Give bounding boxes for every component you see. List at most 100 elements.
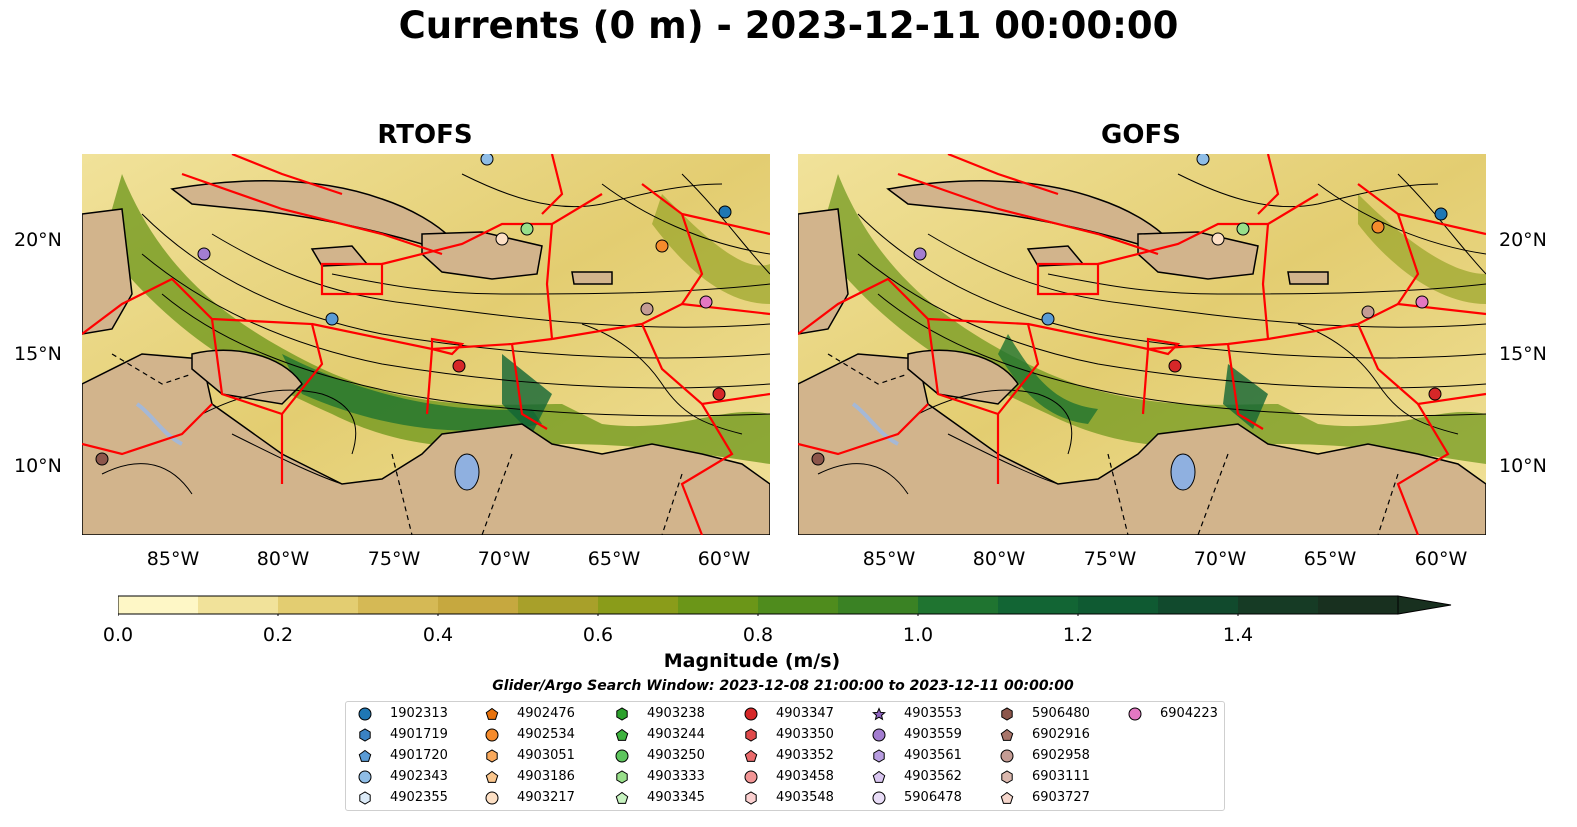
colorbar-cell bbox=[598, 596, 679, 614]
colorbar-cell bbox=[1158, 596, 1239, 614]
legend-label: 4903350 bbox=[776, 727, 834, 742]
hexagon-marker-icon bbox=[1001, 707, 1013, 721]
colorbar-cells bbox=[118, 596, 1399, 614]
current-core bbox=[282, 354, 542, 431]
legend-label: 4902534 bbox=[517, 727, 575, 742]
colorbar-tick-label: 1.0 bbox=[902, 624, 934, 646]
eez-boundaries bbox=[82, 154, 770, 535]
hexagon-marker-icon bbox=[1001, 770, 1013, 784]
marker-4902343 bbox=[1196, 154, 1210, 166]
legend-label: 4901720 bbox=[390, 748, 448, 763]
lat-label-20n-right: 20°N bbox=[1499, 229, 1547, 251]
pentagon-marker-icon bbox=[615, 791, 629, 804]
pentagon-marker-icon bbox=[744, 749, 758, 762]
streamlines bbox=[101, 173, 770, 495]
hexagon-marker-icon bbox=[745, 728, 757, 742]
circle-marker-icon bbox=[358, 707, 372, 721]
hexagon-marker-icon bbox=[745, 791, 757, 805]
legend-label: 4903250 bbox=[647, 748, 705, 763]
current-north bbox=[1358, 194, 1486, 304]
lake-maracaibo bbox=[454, 453, 480, 491]
panel-title-gofs: GOFS bbox=[1101, 120, 1181, 150]
legend-label: 4903562 bbox=[904, 769, 962, 784]
pentagon-marker-icon bbox=[1000, 728, 1014, 741]
colorbar-cell bbox=[838, 596, 919, 614]
marker-6904223 bbox=[699, 295, 713, 309]
south-america-land bbox=[798, 353, 1486, 535]
figure-title: Currents (0 m) - 2023-12-11 00:00:00 bbox=[398, 4, 1179, 47]
marker-4901720 bbox=[325, 312, 339, 326]
cuba-land bbox=[170, 180, 454, 245]
lon-label-80w-gofs: 80°W bbox=[972, 548, 1026, 570]
legend-label: 4903238 bbox=[647, 706, 705, 721]
legend-label: 4901719 bbox=[390, 727, 448, 742]
colorbar-cell bbox=[758, 596, 839, 614]
legend-label: 4903561 bbox=[904, 748, 962, 763]
eez-boundaries bbox=[798, 154, 1486, 535]
marker-4903347 bbox=[1168, 359, 1182, 373]
hexagon-marker-icon bbox=[616, 707, 628, 721]
search-window-label: Glider/Argo Search Window: 2023-12-08 21… bbox=[492, 678, 1074, 694]
circle-marker-icon bbox=[485, 728, 499, 742]
cuba-land bbox=[886, 180, 1170, 245]
hexagon-marker-icon bbox=[359, 791, 371, 805]
hexagon-marker-icon bbox=[616, 770, 628, 784]
colorbar-tick-label: 0.2 bbox=[262, 624, 294, 646]
legend-label: 4902343 bbox=[390, 769, 448, 784]
colorbar-tick-label: 0.0 bbox=[102, 624, 134, 646]
lon-label-60w-gofs: 60°W bbox=[1414, 548, 1468, 570]
hexagon-marker-icon bbox=[486, 749, 498, 763]
colorbar-cell bbox=[678, 596, 759, 614]
panel-title-rtofs: RTOFS bbox=[377, 120, 473, 150]
lat-label-15n-left: 15°N bbox=[14, 343, 62, 365]
marker-5906480 bbox=[95, 452, 109, 466]
current-band bbox=[818, 174, 1486, 464]
colorbar-tick-label: 1.4 bbox=[1222, 624, 1254, 646]
legend-label: 6904223 bbox=[1160, 706, 1218, 721]
colorbar bbox=[118, 595, 1452, 616]
colorbar-cell bbox=[518, 596, 599, 614]
pentagon-marker-icon bbox=[485, 707, 499, 720]
legend-label: 4903352 bbox=[776, 748, 834, 763]
circle-marker-icon bbox=[358, 770, 372, 784]
colorbar-extend-arrow bbox=[1397, 595, 1452, 615]
central-america-land bbox=[907, 349, 1019, 405]
lon-label-75w-rtofs: 75°W bbox=[367, 548, 421, 570]
marker-1902313 bbox=[1434, 207, 1448, 221]
lat-label-10n-left: 10°N bbox=[14, 455, 62, 477]
circle-marker-icon bbox=[744, 770, 758, 784]
marker-4903559 bbox=[197, 247, 211, 261]
hispaniola-land bbox=[421, 231, 543, 280]
lon-label-65w-gofs: 65°W bbox=[1303, 548, 1357, 570]
marker-4903333 bbox=[1236, 222, 1250, 236]
lon-label-70w-gofs: 70°W bbox=[1193, 548, 1247, 570]
legend-label: 1902313 bbox=[390, 706, 448, 721]
marker-4903347-b bbox=[712, 387, 726, 401]
rtofs-map bbox=[82, 154, 770, 535]
colorbar-label: Magnitude (m/s) bbox=[663, 650, 841, 672]
colorbar-tick-label: 0.4 bbox=[422, 624, 454, 646]
legend-label: 4902355 bbox=[390, 790, 448, 805]
colorbar-cell bbox=[1238, 596, 1319, 614]
float-markers bbox=[95, 154, 732, 466]
legend-label: 4903244 bbox=[647, 727, 705, 742]
legend-label: 6903111 bbox=[1032, 769, 1090, 784]
colorbar-cell bbox=[358, 596, 439, 614]
star-marker-icon bbox=[872, 707, 886, 721]
lon-label-65w-rtofs: 65°W bbox=[587, 548, 641, 570]
marker-4902534 bbox=[655, 239, 669, 253]
legend-label: 4903559 bbox=[904, 727, 962, 742]
lon-label-70w-rtofs: 70°W bbox=[477, 548, 531, 570]
current-north bbox=[652, 194, 770, 304]
yucatan-land bbox=[798, 208, 849, 335]
marker-4903559 bbox=[913, 247, 927, 261]
pentagon-marker-icon bbox=[485, 770, 499, 783]
circle-marker-icon bbox=[615, 749, 629, 763]
puerto-rico-land bbox=[571, 271, 613, 285]
marker-4902534 bbox=[1371, 220, 1385, 234]
central-america-land bbox=[191, 349, 303, 405]
nicaragua-lake bbox=[135, 402, 183, 446]
colorbar-cell bbox=[1318, 596, 1399, 614]
lat-label-15n-right: 15°N bbox=[1499, 343, 1547, 365]
puerto-rico-land bbox=[1287, 271, 1329, 285]
